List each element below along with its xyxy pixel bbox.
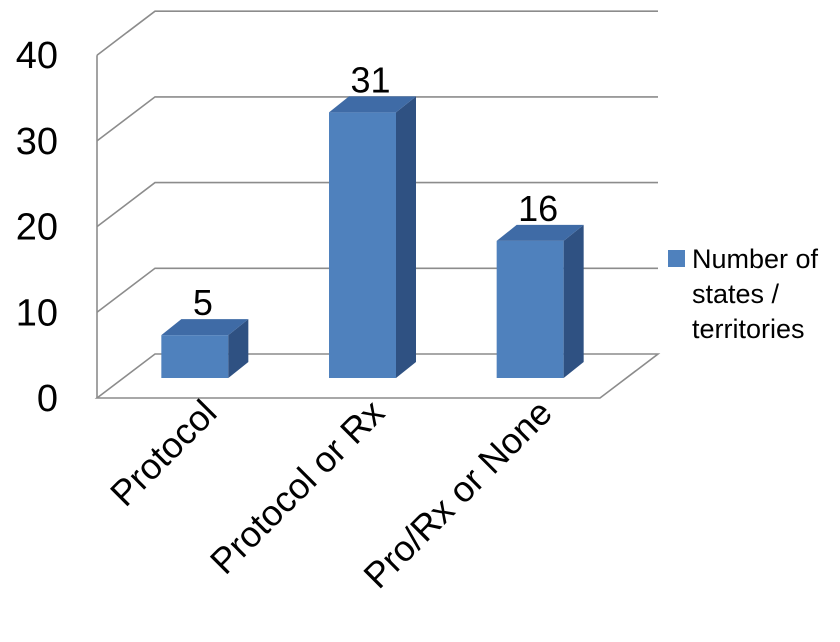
y-tick-label: 40	[16, 35, 58, 77]
y-tick-label: 0	[37, 378, 58, 420]
bar	[329, 96, 416, 378]
axes	[94, 55, 661, 399]
x-tick-label: Protocol	[102, 392, 224, 514]
bar-top	[329, 96, 416, 113]
gridline-40	[96, 10, 658, 56]
gridlines	[96, 10, 658, 313]
bar-front	[161, 335, 229, 378]
bar-side	[563, 224, 584, 378]
legend-line: Number of	[692, 244, 819, 274]
bar-side	[228, 319, 249, 378]
data-label: 5	[193, 282, 213, 323]
data-labels: 5 31 16	[193, 59, 558, 323]
bar-front	[496, 240, 564, 378]
x-tick-label: Protocol or Rx	[202, 392, 392, 582]
data-label: 16	[518, 188, 558, 229]
bar	[161, 319, 249, 378]
bar-side	[396, 96, 416, 378]
y-tick-labels: 0 10 20 30 40	[16, 35, 58, 420]
legend-line: states /	[692, 279, 780, 309]
gridline-30	[96, 96, 658, 142]
floor	[94, 353, 661, 399]
y-tick-label: 20	[16, 207, 58, 249]
bar	[496, 224, 584, 378]
bar-front	[329, 112, 396, 378]
legend-label: Number of states / territories	[692, 244, 819, 344]
y-tick-label: 10	[16, 292, 58, 334]
gridline-20	[96, 181, 658, 228]
data-label: 31	[350, 59, 390, 100]
gridline-10	[96, 267, 658, 313]
legend-line: territories	[692, 314, 805, 344]
y-tick-label: 30	[16, 121, 58, 163]
bars	[161, 96, 584, 378]
bar-top	[161, 319, 249, 336]
legend-swatch	[668, 250, 685, 267]
bar-top	[496, 224, 584, 241]
legend: Number of states / territories	[668, 244, 819, 344]
